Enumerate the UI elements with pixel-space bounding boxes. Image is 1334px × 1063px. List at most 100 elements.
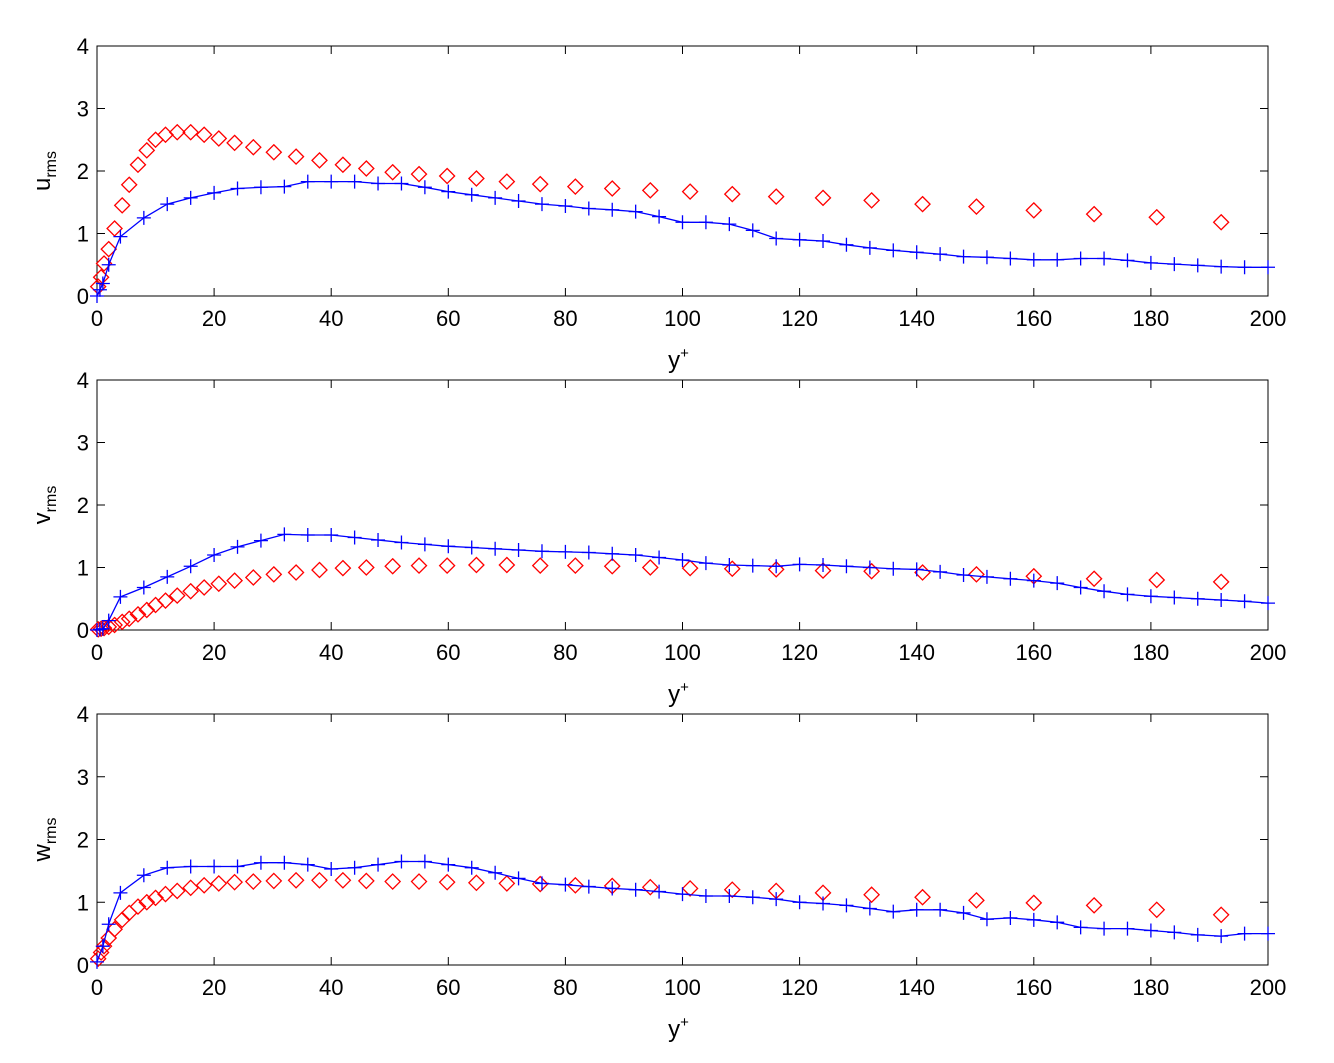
- x-tick-label: 60: [436, 975, 460, 1000]
- data-point-plus: [933, 902, 948, 917]
- data-point-plus: [277, 855, 292, 870]
- data-point-plus: [207, 185, 222, 200]
- data-point-plus: [136, 580, 151, 595]
- data-point-diamond: [1212, 573, 1230, 591]
- data-point-diamond: [814, 562, 832, 580]
- y-tick-label: 3: [77, 97, 89, 122]
- data-point-diamond: [226, 134, 244, 152]
- data-point-plus: [862, 240, 877, 255]
- data-point-plus: [1050, 576, 1065, 591]
- y-tick-label: 1: [77, 556, 89, 581]
- series-diamond: [89, 123, 1230, 296]
- data-point-plus: [253, 855, 268, 870]
- data-point-diamond: [195, 579, 213, 596]
- data-point-plus: [605, 881, 620, 896]
- data-point-diamond: [106, 920, 123, 938]
- data-point-plus: [371, 176, 386, 191]
- x-tick-label: 100: [664, 640, 701, 665]
- data-point-plus: [675, 553, 690, 567]
- data-point-diamond: [89, 950, 107, 968]
- data-point-diamond: [95, 937, 113, 955]
- data-point-diamond: [129, 605, 147, 623]
- data-point-diamond: [287, 871, 305, 889]
- x-axis-label: y+: [668, 1014, 689, 1043]
- data-point-diamond: [968, 565, 985, 583]
- data-point-plus: [698, 215, 713, 230]
- data-point-diamond: [357, 872, 375, 890]
- data-point-diamond: [92, 944, 110, 961]
- y-tick-label: 2: [77, 828, 89, 853]
- data-point-plus: [839, 559, 854, 574]
- data-point-plus: [534, 876, 549, 891]
- data-point-diamond: [384, 163, 402, 181]
- data-point-plus: [722, 888, 737, 903]
- y-tick-label: 4: [77, 34, 89, 59]
- data-point-diamond: [1025, 201, 1043, 219]
- data-point-diamond: [265, 565, 283, 583]
- data-point-diamond: [210, 130, 228, 147]
- data-point-plus: [300, 857, 315, 872]
- y-axis-label-subscript: rms: [43, 818, 60, 845]
- data-point-plus: [230, 859, 245, 874]
- data-point-plus: [534, 197, 549, 212]
- data-point-plus: [1097, 921, 1112, 936]
- data-point-plus: [1003, 910, 1018, 925]
- data-point-diamond: [814, 189, 832, 207]
- data-point-plus: [769, 231, 784, 246]
- data-point-diamond: [311, 151, 328, 169]
- data-point-diamond: [723, 881, 741, 899]
- data-point-diamond: [467, 556, 485, 574]
- data-point-plus: [979, 569, 994, 584]
- data-point-diamond: [265, 143, 283, 161]
- data-point-diamond: [641, 559, 659, 576]
- y-axis-label-base: w: [29, 844, 56, 863]
- subplot-2: 0 20 40 60 80 100 120 140 160 180 200 0 1 2 3 4 vrms y+: [29, 368, 1286, 708]
- data-point-plus: [90, 289, 104, 303]
- data-point-diamond: [334, 559, 352, 577]
- data-point-diamond: [1025, 894, 1043, 912]
- data-point-plus: [886, 904, 901, 919]
- data-point-plus: [347, 530, 362, 545]
- data-point-plus: [816, 234, 831, 248]
- data-point-diamond: [226, 873, 244, 891]
- data-point-diamond: [120, 610, 138, 628]
- subplot-1: 0 20 40 60 80 100 120 140 160 180 200 0 1 2 3 4 urms y+: [29, 34, 1286, 374]
- data-point-plus: [792, 232, 807, 247]
- data-point-diamond: [531, 175, 549, 193]
- axes-box: [96, 45, 1269, 297]
- data-point-plus: [441, 184, 456, 199]
- data-point-plus: [1120, 921, 1135, 936]
- data-point-diamond: [384, 873, 402, 890]
- data-point-plus: [722, 558, 737, 572]
- data-point-plus: [464, 860, 479, 875]
- data-point-diamond: [1148, 571, 1166, 589]
- data-point-plus: [230, 181, 245, 196]
- data-point-plus: [979, 912, 994, 927]
- data-point-diamond: [641, 181, 659, 199]
- data-point-plus: [1237, 594, 1252, 609]
- x-tick-label: 200: [1250, 975, 1287, 1000]
- data-point-diamond: [195, 876, 213, 894]
- x-tick-label: 80: [553, 306, 577, 331]
- data-point-plus: [1097, 584, 1112, 599]
- y-tick-label: 3: [77, 765, 89, 790]
- data-point-plus: [652, 550, 667, 565]
- data-point-plus: [136, 210, 151, 225]
- x-tick-label: 160: [1015, 306, 1052, 331]
- data-point-plus: [1073, 251, 1088, 266]
- y-axis-label-subscript: rms: [43, 486, 60, 513]
- data-point-plus: [95, 276, 110, 291]
- data-point-plus: [488, 865, 503, 880]
- data-point-diamond: [265, 872, 283, 890]
- data-point-diamond: [863, 191, 881, 209]
- x-axis-label: y+: [668, 345, 689, 374]
- data-point-plus: [1143, 589, 1158, 604]
- series-plus: [90, 174, 1275, 303]
- data-point-plus: [698, 556, 713, 571]
- data-point-diamond: [357, 559, 375, 576]
- data-point-plus: [183, 559, 198, 574]
- y-tick-label: 0: [77, 953, 89, 978]
- data-point-plus: [769, 559, 784, 574]
- data-point-plus: [745, 223, 760, 238]
